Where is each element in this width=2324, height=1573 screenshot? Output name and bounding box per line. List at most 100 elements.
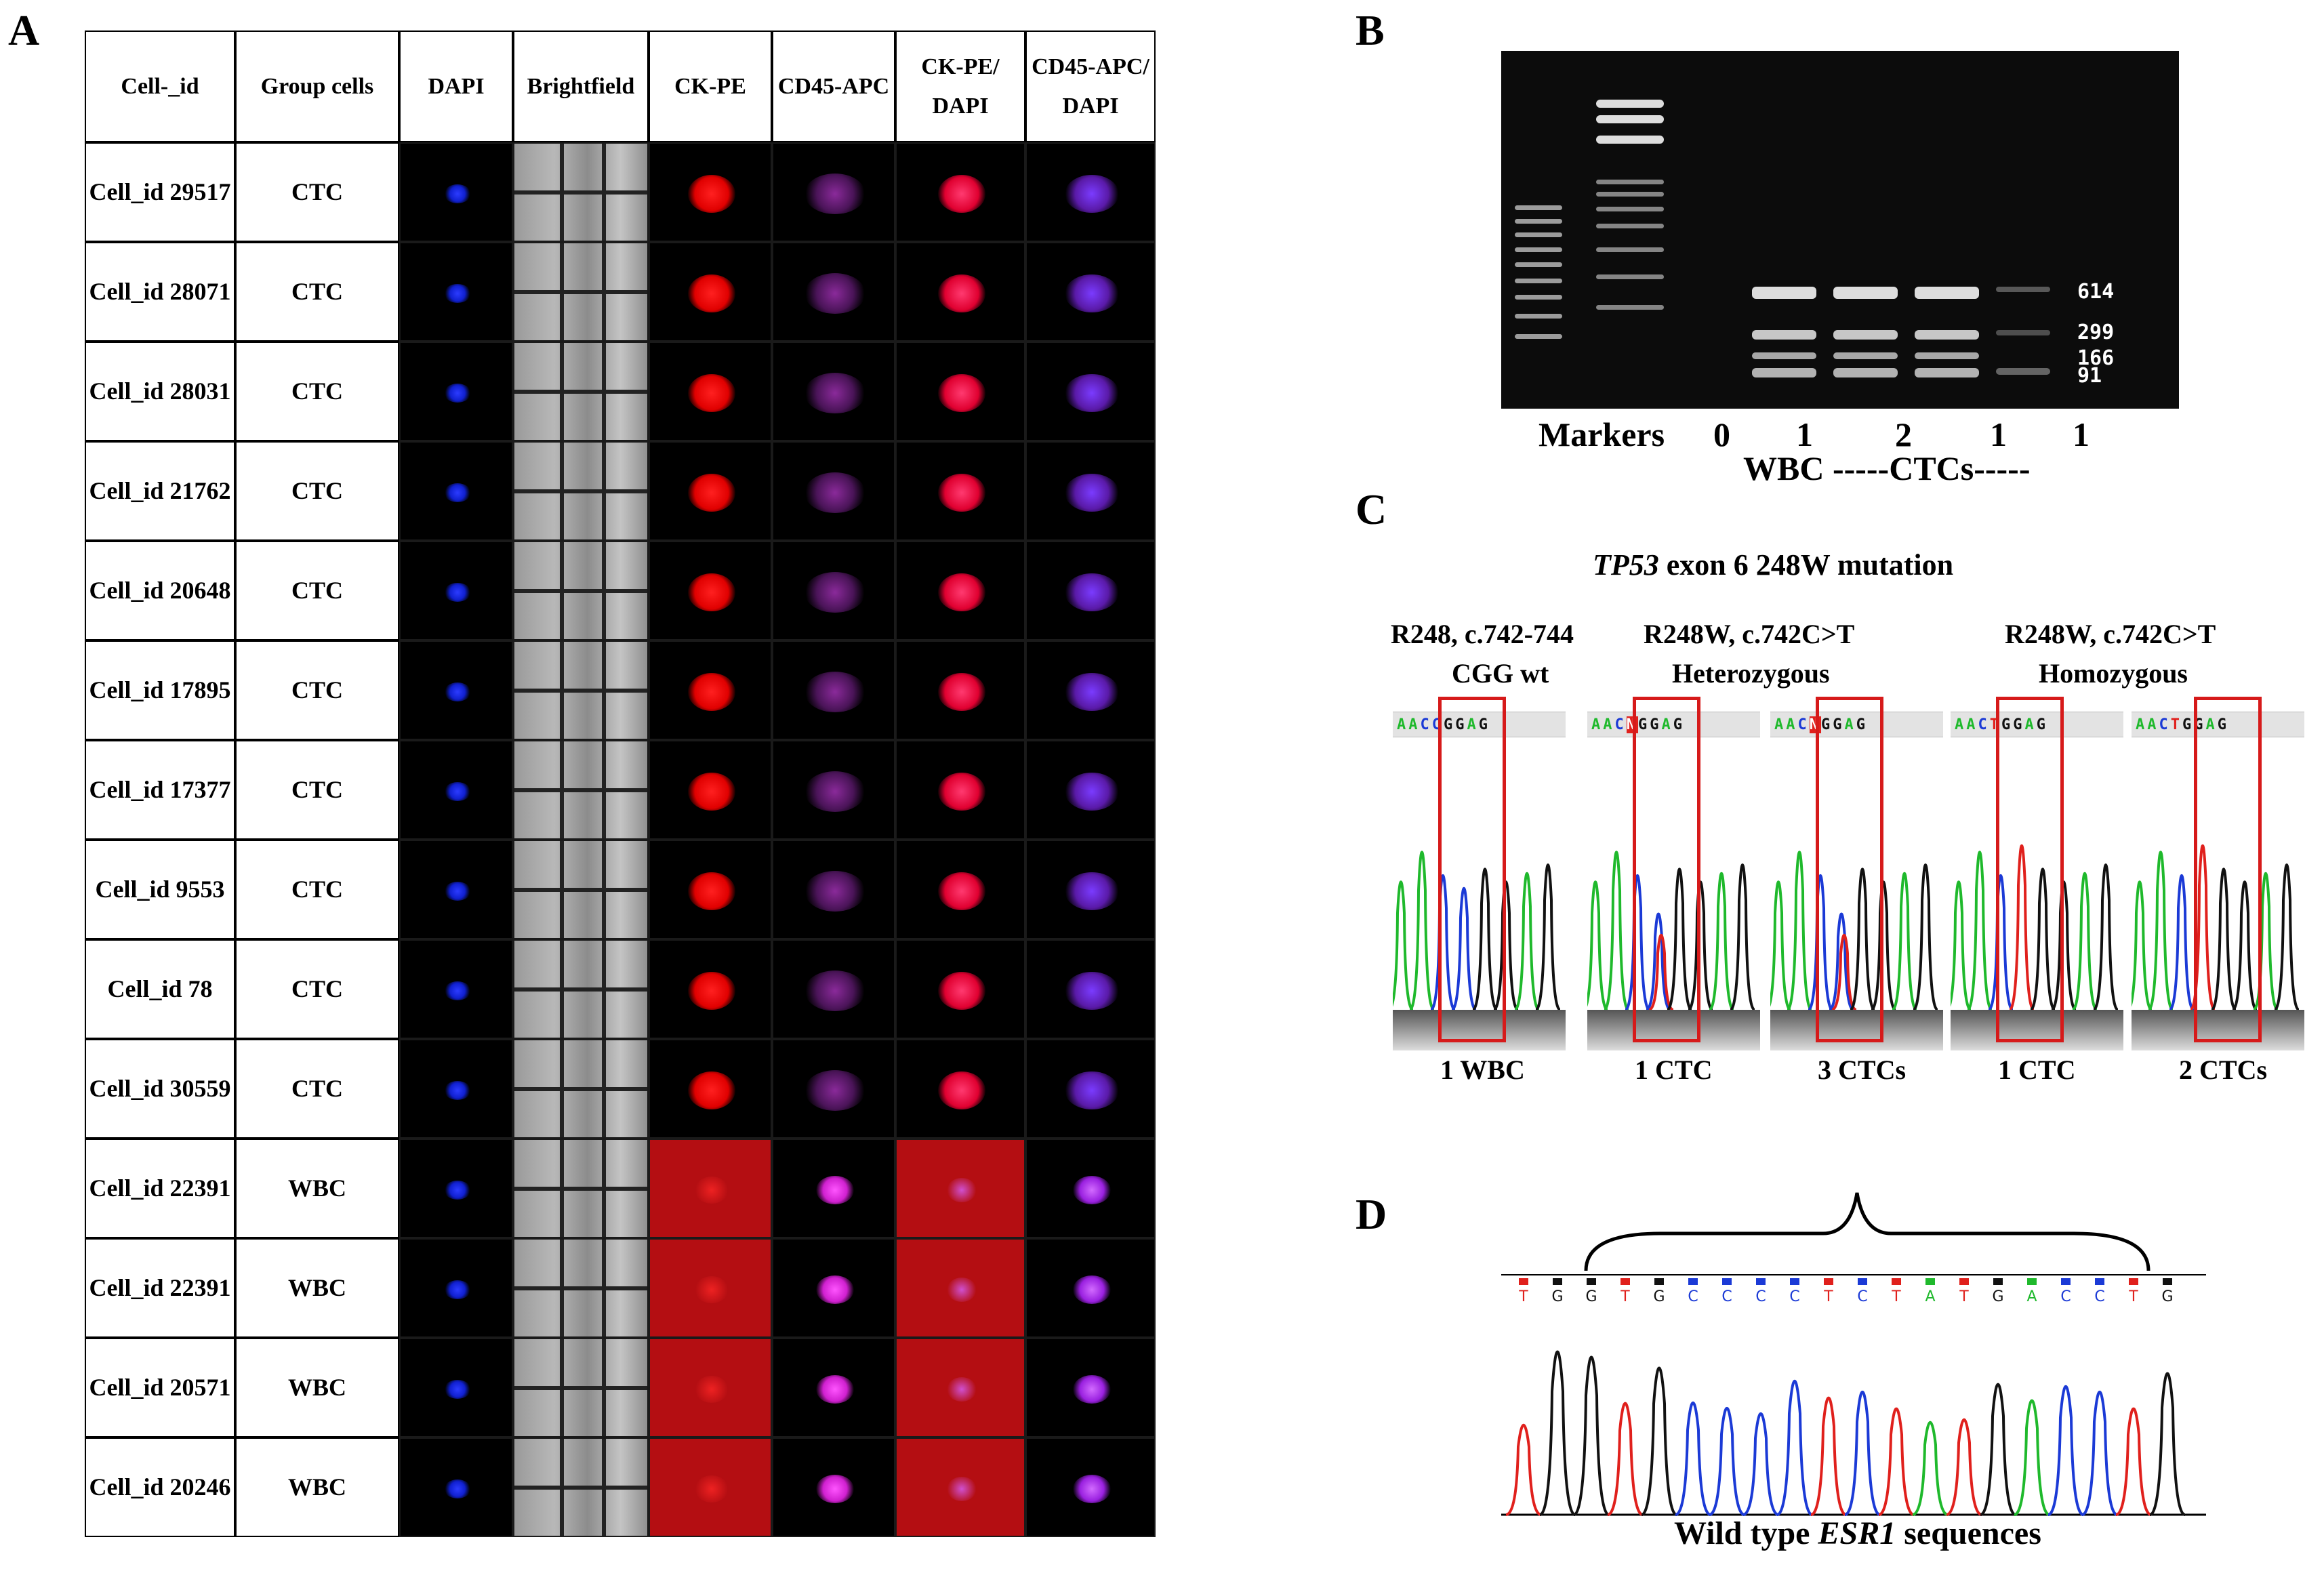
cell-signal [816,1275,854,1304]
bf-image [513,541,649,640]
trace-peak [1709,1407,1745,1516]
trace-peak [2232,880,2258,1011]
gel-band [1996,368,2050,375]
base-letter: G [1992,1288,2003,1305]
base-marker [1519,1278,1528,1285]
gel-band [1515,279,1562,283]
electrophoresis-gel: 614 299 166 91 [1501,51,2179,409]
ck-image [649,441,772,541]
ck-image [649,740,772,840]
trace-peak [1573,1355,1610,1516]
trace-peak [2169,874,2195,1011]
trace-peak [2072,872,2098,1011]
trace-peak [2274,863,2300,1011]
trace-peak [2009,844,2035,1011]
trace-peak [1641,1366,1677,1516]
table-row: Cell_id 28071 CTC [85,242,1162,342]
sequence-bar: AACCGGAG [1393,712,1566,737]
ck-image [649,242,772,342]
cell-id: Cell_id 21762 [85,441,235,541]
cell-signal [938,473,985,512]
bf-image [513,342,649,441]
cell-signal [938,872,985,910]
band-size-label: 614 [2077,280,2115,304]
bf-image [513,1139,649,1238]
cell-signal [938,274,985,312]
trace-peak [1808,874,1833,1011]
base-letter: T [1620,1288,1630,1305]
cell-signal [695,1176,729,1204]
cd45-image [772,640,895,740]
trace-peak [1776,1379,1813,1516]
header-cd45-apc-dapi: CD45-APC/ DAPI [1025,30,1156,142]
base-letter: G [2161,1288,2173,1305]
cell-signal [444,881,471,901]
cell-signal [444,1280,471,1299]
ckdapi-image [895,939,1025,1039]
table-row: Cell_id 20571 WBC [85,1338,1162,1437]
gel-band [1515,247,1562,252]
cell-signal [444,184,471,203]
trace-peak [1730,863,1755,1011]
header-cell-id: Cell-_id [85,30,235,142]
table-row: Cell_id 20648 CTC [85,541,1162,640]
dapi-image [399,1039,513,1139]
cell-group: CTC [235,840,399,939]
dapi-image [399,640,513,740]
cell-signal [444,483,471,502]
table-row: Cell_id 21762 CTC [85,441,1162,541]
gel-band [1596,305,1664,310]
cell-signal [804,771,865,812]
table-row: Cell_id 30559 CTC [85,1039,1162,1139]
table-row: Cell_id 20246 WBC [85,1437,1162,1537]
gel-band [1596,224,1664,228]
lane-group-label: WBC -----CTCs----- [1743,449,2031,487]
sequence-bar: AACNGGAG [1770,712,1943,737]
trace-peak [1946,1418,1982,1516]
table-row: Cell_id 17377 CTC [85,740,1162,840]
dapi-image [399,1338,513,1437]
header-dapi: DAPI [399,30,513,142]
trace-peak [1451,887,1477,1011]
gel-band [1915,352,1979,359]
trace-peak [1988,874,2014,1011]
lane-label-1: 1 [1796,415,1813,453]
cell-signal [1065,274,1119,312]
header-cd45-apc: CD45-APC [772,30,895,142]
base-marker [2061,1278,2071,1285]
wt-header-line2: CGG wt [1452,658,1549,689]
trace-baseline [1587,1010,1760,1050]
table-row: Cell_id 78 CTC [85,939,1162,1039]
ck-image [649,541,772,640]
dapi-image [399,840,513,939]
cell-signal [444,1180,471,1200]
base-letter: C [1688,1288,1698,1305]
cd45-image [772,1139,895,1238]
base-letter: T [1518,1288,1528,1305]
cell-id: Cell_id 28071 [85,242,235,342]
trace-peak [1831,934,1857,1011]
trace-baseline [1770,1010,1943,1050]
trace-peak [2149,1372,2186,1516]
trace-peak [1646,912,1671,1011]
dapi-image [399,1238,513,1338]
base-marker [1824,1278,1833,1285]
cell-signal [804,870,865,912]
base-letter: C [1755,1288,1766,1305]
trace-peak [1535,863,1561,1011]
cd45dapi-image [1025,939,1156,1039]
cell-group: WBC [235,1238,399,1338]
cd45-image [772,1338,895,1437]
cd45-image [772,740,895,840]
gel-band [1515,232,1562,237]
cell-signal [444,1479,471,1498]
ck-image [649,1039,772,1139]
ckdapi-image [895,640,1025,740]
dapi-image [399,142,513,242]
cell-group: CTC [235,441,399,541]
sequence-bar: AACTGGAG [2132,712,2304,737]
header-ck-pe: CK-PE [649,30,772,142]
cell-group: CTC [235,1039,399,1139]
trace-cell-label: 2 CTCs [2179,1055,2268,1085]
cd45-image [772,242,895,342]
